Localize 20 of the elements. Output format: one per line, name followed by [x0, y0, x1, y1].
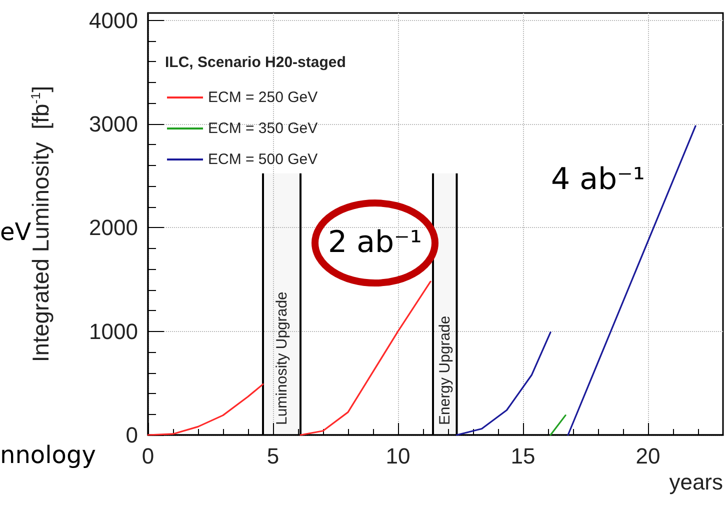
x-axis-title: years — [669, 470, 723, 494]
band-label: Energy Upgrade — [436, 316, 454, 425]
y-tick-label: 0 — [126, 422, 138, 448]
annotation: 2 ab⁻¹ — [328, 225, 422, 260]
y-tick-label: 4000 — [89, 8, 138, 33]
annotation: 4 ab⁻¹ — [551, 162, 645, 197]
legend-label: ECM = 250 GeV — [208, 89, 318, 106]
text: nnology — [0, 441, 96, 469]
x-tick-label: 10 — [386, 444, 410, 468]
x-tick-label: 0 — [142, 444, 154, 468]
y-tick-label: 2000 — [89, 215, 138, 240]
x-tick-label: 15 — [510, 444, 536, 468]
x-tick-label: 5 — [266, 444, 280, 468]
legend-title: ILC, Scenario H20-staged — [165, 54, 346, 71]
legend-label: ECM = 350 GeV — [208, 120, 318, 137]
y-tick-label: 1000 — [89, 318, 138, 344]
legend-label: ECM = 500 GeV — [208, 151, 318, 168]
band-label: Luminosity Upgrade — [273, 292, 290, 425]
x-tick-label: 20 — [636, 444, 660, 468]
y-tick-label: 3000 — [89, 111, 138, 136]
